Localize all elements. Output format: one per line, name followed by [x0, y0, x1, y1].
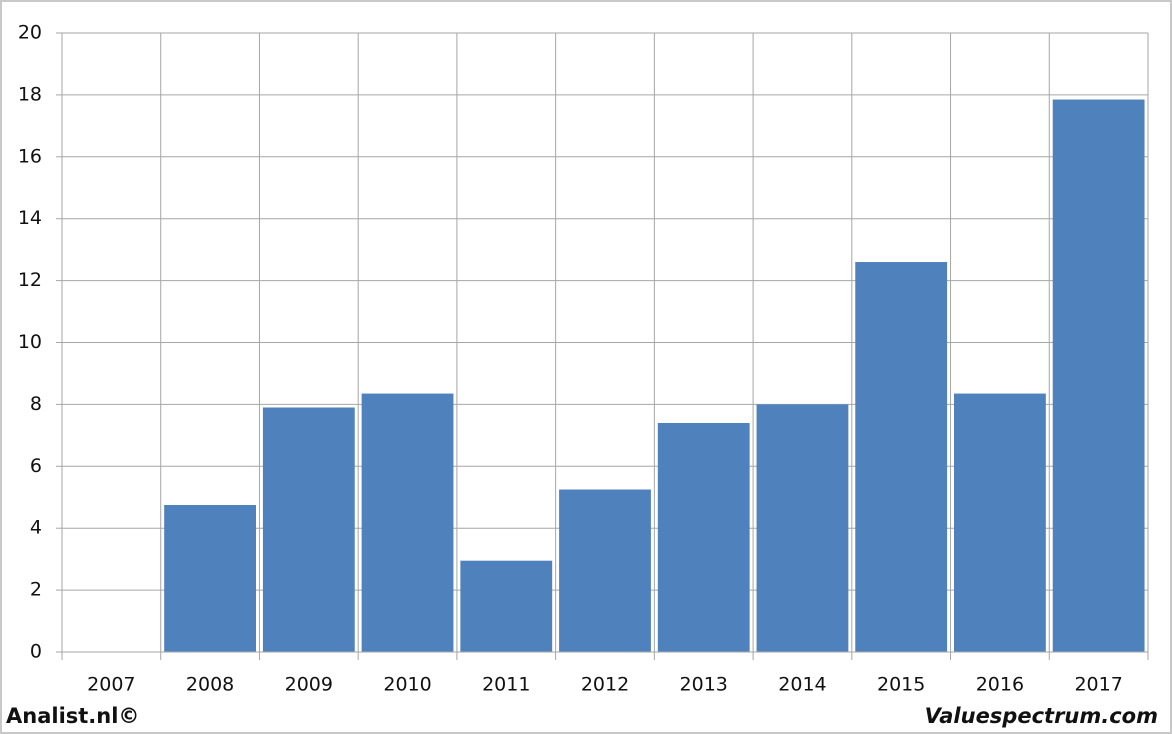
- bar: [855, 262, 948, 652]
- y-tick-label: 16: [18, 145, 42, 167]
- y-tick-label: 18: [18, 83, 42, 105]
- x-tick-label: 2011: [482, 674, 530, 696]
- y-tick-label: 0: [30, 641, 42, 663]
- bar: [954, 393, 1046, 652]
- bar: [460, 560, 553, 652]
- y-tick-label: 10: [18, 331, 42, 353]
- y-tick-label: 8: [30, 393, 42, 415]
- x-tick-label: 2017: [1074, 674, 1122, 696]
- x-tick-label: 2016: [976, 674, 1024, 696]
- x-tick-label: 2009: [285, 674, 333, 696]
- bar: [1052, 99, 1145, 653]
- x-tick-label: 2015: [877, 674, 925, 696]
- x-tick-label: 2014: [778, 674, 826, 696]
- y-tick-label: 12: [18, 269, 42, 291]
- bar: [657, 422, 750, 652]
- footer-right: Valuespectrum.com: [925, 704, 1158, 728]
- y-tick-label: 14: [18, 207, 42, 229]
- x-tick-label: 2012: [581, 674, 629, 696]
- x-tick-label: 2008: [186, 674, 234, 696]
- bar: [164, 504, 256, 652]
- bar: [262, 407, 355, 652]
- y-tick-label: 4: [30, 517, 42, 539]
- y-tick-label: 6: [30, 455, 42, 477]
- bar: [559, 489, 651, 652]
- x-tick-label: 2013: [680, 674, 728, 696]
- x-tick-label: 2010: [383, 674, 431, 696]
- bar: [756, 404, 849, 652]
- y-tick-label: 2: [30, 579, 42, 601]
- footer-left: Analist.nl©: [6, 704, 139, 728]
- y-tick-label: 20: [18, 22, 42, 44]
- bar: [361, 393, 454, 652]
- x-tick-label: 2007: [87, 674, 135, 696]
